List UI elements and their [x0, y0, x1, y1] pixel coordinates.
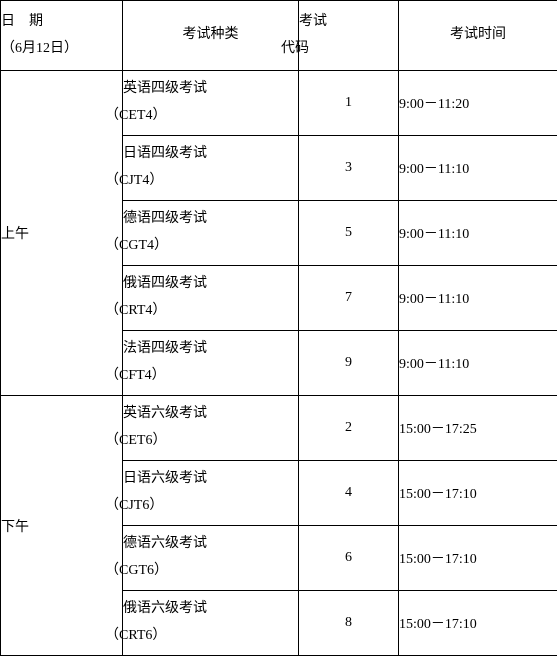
exam-name: 法语四级考试: [123, 341, 207, 356]
exam-code: 2: [299, 396, 399, 461]
exam-abbr: （CFT4）: [105, 363, 298, 390]
exam-abbr: （CGT6）: [105, 558, 298, 585]
exam-name: 俄语四级考试: [123, 276, 207, 291]
exam-name-cell: 俄语四级考试 （CRT4）: [123, 266, 299, 331]
header-date-sub: （6月12日）: [1, 41, 78, 56]
exam-time: 9:00－11:10: [399, 136, 557, 201]
exam-abbr: （CRT4）: [105, 298, 298, 325]
exam-name-cell: 法语四级考试 （CFT4）: [123, 331, 299, 396]
exam-code: 3: [299, 136, 399, 201]
header-code-line1: 考试: [299, 14, 327, 29]
header-exam-type: 考试种类: [123, 1, 299, 71]
header-date: 日 期 （6月12日）: [1, 1, 123, 71]
exam-time: 9:00－11:20: [399, 71, 557, 136]
exam-time: 9:00－11:10: [399, 201, 557, 266]
exam-name: 英语六级考试: [123, 406, 207, 421]
exam-name-cell: 英语六级考试 （CET6）: [123, 396, 299, 461]
table-row: 下午 英语六级考试 （CET6） 2 15:00－17:25: [1, 396, 557, 461]
exam-name-cell: 德语六级考试 （CGT6）: [123, 526, 299, 591]
exam-name-cell: 德语四级考试 （CGT4）: [123, 201, 299, 266]
exam-abbr: （CJT6）: [105, 493, 298, 520]
exam-name: 德语六级考试: [123, 536, 207, 551]
exam-code: 5: [299, 201, 399, 266]
exam-abbr: （CET4）: [105, 103, 298, 130]
exam-code: 7: [299, 266, 399, 331]
header-date-label: 日 期: [1, 14, 43, 29]
header-exam-code: 考试 代码: [299, 1, 399, 71]
header-row: 日 期 （6月12日） 考试种类 考试 代码 考试时间: [1, 1, 557, 71]
exam-code: 8: [299, 591, 399, 656]
exam-name: 日语四级考试: [123, 146, 207, 161]
exam-abbr: （CRT6）: [105, 623, 298, 650]
exam-name: 俄语六级考试: [123, 601, 207, 616]
exam-name-cell: 日语四级考试 （CJT4）: [123, 136, 299, 201]
header-code-line2: 代码: [281, 41, 309, 56]
exam-time: 15:00－17:10: [399, 461, 557, 526]
exam-schedule-table: 日 期 （6月12日） 考试种类 考试 代码 考试时间 上午 英语四级考试 （C…: [0, 0, 557, 656]
table-row: 上午 英语四级考试 （CET4） 1 9:00－11:20: [1, 71, 557, 136]
exam-time: 9:00－11:10: [399, 331, 557, 396]
exam-abbr: （CJT4）: [105, 168, 298, 195]
exam-code: 6: [299, 526, 399, 591]
exam-time: 9:00－11:10: [399, 266, 557, 331]
exam-name-cell: 英语四级考试 （CET4）: [123, 71, 299, 136]
exam-code: 9: [299, 331, 399, 396]
exam-code: 1: [299, 71, 399, 136]
exam-code: 4: [299, 461, 399, 526]
header-exam-time: 考试时间: [399, 1, 557, 71]
exam-time: 15:00－17:10: [399, 526, 557, 591]
exam-abbr: （CGT4）: [105, 233, 298, 260]
exam-abbr: （CET6）: [105, 428, 298, 455]
exam-name: 英语四级考试: [123, 81, 207, 96]
exam-name-cell: 俄语六级考试 （CRT6）: [123, 591, 299, 656]
exam-name: 德语四级考试: [123, 211, 207, 226]
exam-time: 15:00－17:10: [399, 591, 557, 656]
exam-time: 15:00－17:25: [399, 396, 557, 461]
exam-name-cell: 日语六级考试 （CJT6）: [123, 461, 299, 526]
exam-name: 日语六级考试: [123, 471, 207, 486]
